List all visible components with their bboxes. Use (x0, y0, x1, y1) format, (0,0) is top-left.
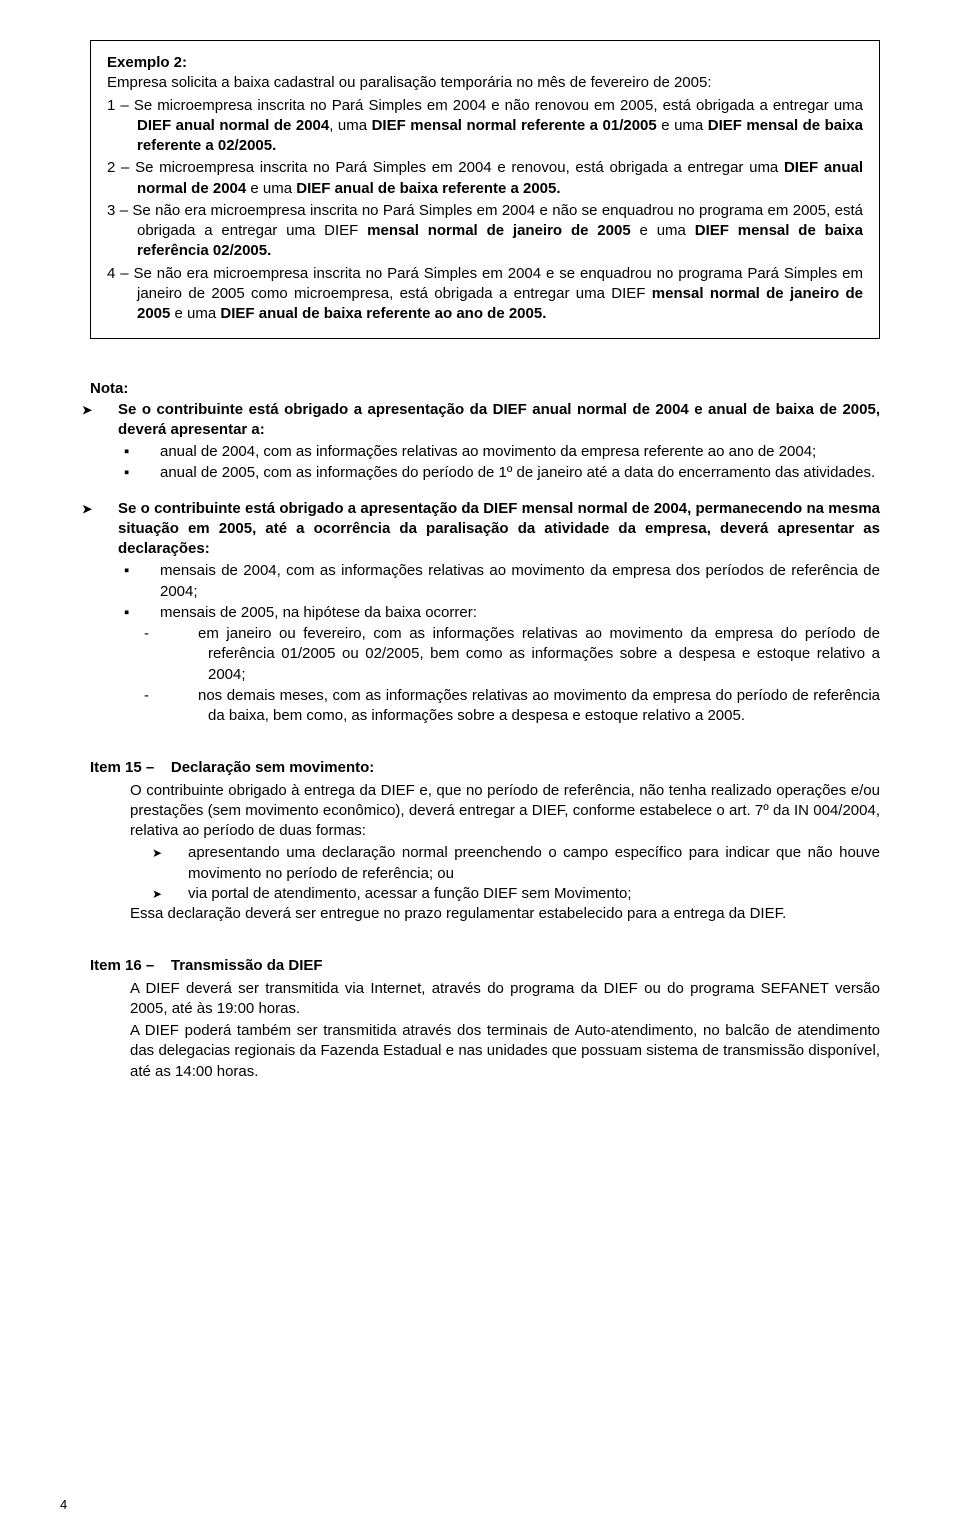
nota-sub: mensais de 2005, na hipótese da baixa oc… (90, 603, 880, 623)
item-15: Item 15 – Declaração sem movimento: O co… (90, 758, 880, 924)
item15-arrow1: apresentando uma declaração normal preen… (130, 843, 880, 884)
page-number: 4 (60, 1496, 67, 1514)
example-item-4: 4 – Se não era microempresa inscrita no … (107, 264, 863, 325)
item-16: Item 16 – Transmissão da DIEF A DIEF dev… (90, 956, 880, 1082)
example-intro: Empresa solicita a baixa cadastral ou pa… (107, 73, 863, 93)
example-item-2: 2 – Se microempresa inscrita no Pará Sim… (107, 158, 863, 199)
nota-section: Nota: Se o contribuinte está obrigado a … (90, 379, 880, 726)
example-box: Exemplo 2: Empresa solicita a baixa cada… (90, 40, 880, 339)
item16-heading: Item 16 – Transmissão da DIEF (90, 956, 880, 976)
example-title: Exemplo 2: (107, 53, 863, 73)
example-item-1: 1 – Se microempresa inscrita no Pará Sim… (107, 96, 863, 157)
nota-sub: anual de 2004, com as informações relati… (90, 442, 880, 462)
item15-p1: O contribuinte obrigado à entrega da DIE… (130, 781, 880, 842)
nota-label: Nota: (90, 379, 880, 399)
nota-lead-1: Se o contribuinte está obrigado a aprese… (90, 400, 880, 441)
item15-arrow2: via portal de atendimento, acessar a fun… (130, 884, 880, 904)
item16-p2: A DIEF poderá também ser transmitida atr… (130, 1021, 880, 1082)
nota-dash: em janeiro ou fevereiro, com as informaç… (90, 624, 880, 685)
item15-heading: Item 15 – Declaração sem movimento: (90, 758, 880, 778)
example-item-3: 3 – Se não era microempresa inscrita no … (107, 201, 863, 262)
nota-sub: mensais de 2004, com as informações rela… (90, 561, 880, 602)
nota-sub: anual de 2005, com as informações do per… (90, 463, 880, 483)
nota-lead-2: Se o contribuinte está obrigado a aprese… (90, 499, 880, 560)
nota-dash: nos demais meses, com as informações rel… (90, 686, 880, 727)
item16-p1: A DIEF deverá ser transmitida via Intern… (130, 979, 880, 1020)
item15-p2: Essa declaração deverá ser entregue no p… (130, 904, 880, 924)
